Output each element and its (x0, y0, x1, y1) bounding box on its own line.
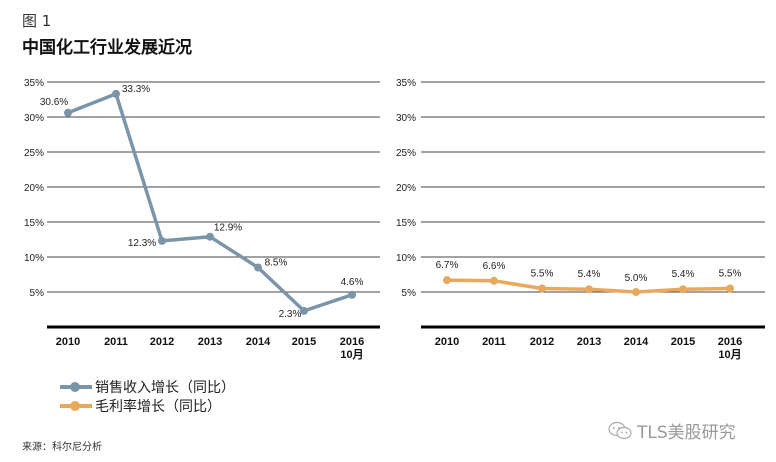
x-tick-label: 10月 (340, 348, 363, 361)
y-tick-label: 10% (396, 253, 416, 264)
data-point (443, 276, 451, 285)
y-tick-label: 15% (24, 218, 44, 229)
data-label: 30.6% (40, 97, 68, 108)
y-tick-label: 5% (402, 288, 417, 299)
legend: 销售收入增长（同比） 毛利率增长（同比） (60, 377, 235, 415)
data-label: 5.4% (578, 269, 601, 280)
source-note: 来源：科尔尼分析 (22, 442, 102, 453)
data-label: 33.3% (122, 84, 150, 95)
x-tick-label: 2010 (56, 336, 80, 348)
x-tick-label: 2015 (292, 336, 316, 348)
data-point (348, 290, 356, 299)
wechat-icon (608, 421, 632, 439)
data-point (112, 89, 120, 98)
data-label: 5.5% (719, 269, 742, 280)
legend-item-sales: 销售收入增长（同比） (60, 377, 235, 396)
data-point (490, 276, 498, 285)
data-point (64, 108, 72, 117)
data-label: 5.4% (672, 269, 695, 280)
data-label: 6.7% (436, 260, 459, 271)
data-point (632, 288, 640, 296)
x-tick-label: 2014 (624, 336, 649, 348)
x-tick-label: 2015 (671, 336, 695, 348)
x-tick-label: 2012 (150, 336, 174, 348)
data-point (158, 236, 166, 245)
x-tick-label: 2016 (718, 336, 742, 348)
legend-label-margin: 毛利率增长（同比） (95, 398, 221, 415)
y-tick-label: 35% (24, 78, 44, 89)
data-label: 6.6% (483, 261, 506, 272)
data-point (254, 263, 262, 272)
x-tick-label: 2013 (198, 336, 222, 348)
watermark: TLS美股研究 (607, 418, 736, 443)
watermark-text: TLS美股研究 (637, 423, 736, 443)
y-tick-label: 20% (396, 183, 416, 194)
data-point (585, 285, 593, 294)
legend-label-sales: 销售收入增长（同比） (95, 379, 235, 396)
y-tick-label: 30% (396, 113, 416, 124)
data-label: 5.5% (531, 269, 554, 280)
data-point (679, 285, 687, 294)
y-tick-label: 15% (396, 218, 416, 229)
x-tick-label: 2014 (246, 336, 271, 348)
series-line (67, 92, 353, 313)
data-point (726, 284, 734, 293)
chart-title: 中国化工行业发展近况 (22, 38, 192, 58)
y-tick-label: 25% (396, 148, 416, 159)
y-tick-label: 5% (30, 288, 45, 299)
data-label: 2.3% (279, 309, 302, 320)
x-tick-label: 2013 (577, 336, 601, 348)
data-label: 12.9% (214, 223, 242, 234)
legend-swatch-sales (60, 381, 92, 392)
y-tick-label: 20% (24, 183, 44, 194)
y-tick-label: 10% (24, 253, 44, 264)
data-point (300, 306, 308, 315)
figure-number: 图 1 (22, 12, 52, 30)
x-tick-label: 2011 (104, 336, 128, 348)
data-label: 4.6% (341, 277, 364, 288)
y-tick-label: 35% (396, 78, 416, 89)
legend-swatch-margin (60, 400, 92, 411)
y-tick-label: 25% (24, 148, 44, 159)
x-tick-label: 2012 (530, 336, 554, 348)
x-tick-label: 10月 (718, 348, 741, 361)
legend-item-margin: 毛利率增长（同比） (60, 396, 235, 415)
x-tick-label: 2010 (435, 336, 459, 348)
data-label: 5.0% (625, 273, 648, 284)
y-tick-label: 30% (24, 113, 44, 124)
data-point (206, 232, 214, 241)
x-tick-label: 2016 (340, 336, 364, 348)
data-point (538, 284, 546, 293)
x-tick-label: 2011 (482, 336, 506, 348)
data-label: 12.3% (128, 238, 156, 249)
data-label: 8.5% (265, 258, 288, 269)
